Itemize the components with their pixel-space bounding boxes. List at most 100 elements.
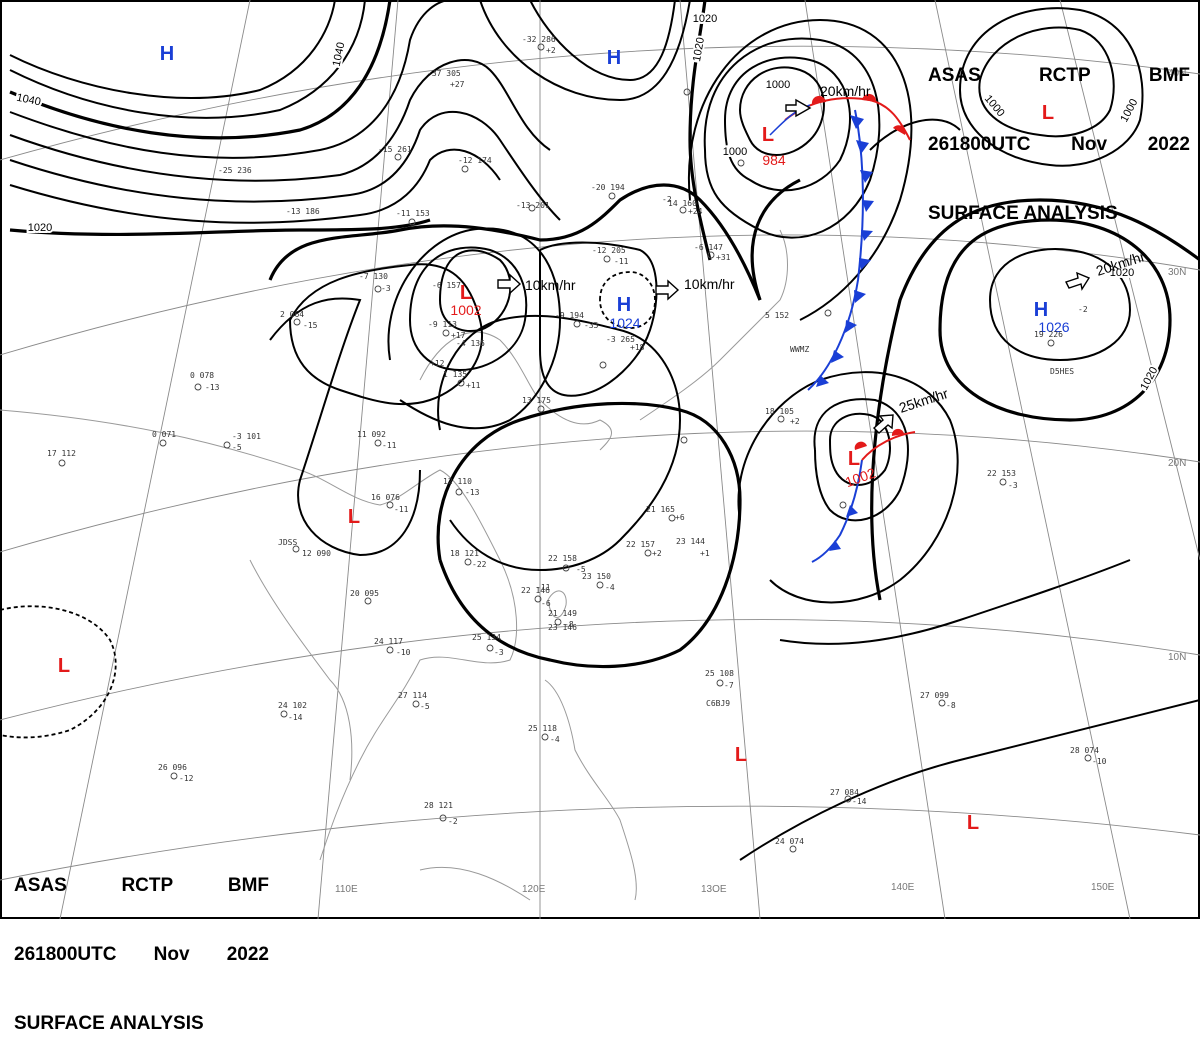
isobar [436,401,742,669]
station-text: 28 074 [1070,746,1099,755]
station-circle [1047,339,1055,347]
coast-yellowsea [539,399,612,451]
station-text: 5 152 [765,311,789,320]
header-bottom-left: ASAS RCTP BMF 261800UTC Nov 2022 SURFACE… [14,828,269,1058]
low-center: L [762,124,774,146]
isobar [9,0,366,119]
isobar [9,148,501,224]
station-circle [159,439,167,447]
station-text: 21 149 [548,609,577,618]
station-text: -9 194 [555,311,584,320]
motion-arrow [1065,271,1091,291]
low-center: L [848,448,860,470]
station-text: 0 078 [190,371,214,380]
isobar [9,59,551,182]
station-circle [562,564,570,572]
isobar [479,0,691,102]
header-code: BMF [227,875,269,896]
parallel-30n [0,234,1200,356]
station-texts: -32 286 +2 -37 305 +27 -15 261 -25 236 -… [47,35,1107,846]
header-line-2: 261800UTC Nov 2022 [928,133,1190,156]
station-circle [223,441,231,449]
header-line-1: ASAS RCTP BMF [14,874,269,897]
station-text: -2 [1078,305,1088,314]
station-text: +31 [716,253,731,262]
station-circle [599,361,607,369]
station-text: 14 160 [668,199,697,208]
isobar [779,559,1131,645]
station-text: +2 [546,46,556,55]
station-text: -2 [662,195,672,204]
header-line-2: 261800UTC Nov 2022 [14,943,269,966]
isobar [870,198,1200,601]
station-text: +12 [430,359,445,368]
isobar [9,0,336,99]
station-circle [293,318,301,326]
lat-label: 20N [1168,458,1186,469]
warm-front-bump [854,441,867,450]
high-center: H [1034,299,1048,321]
station-text: 16 076 [371,493,400,502]
station-text: 26 096 [158,763,187,772]
station-text: 24 074 [775,837,804,846]
isobar [978,26,1115,138]
isobar-label: 1020 [1110,267,1134,279]
motion-label: 10km/hr [684,276,735,292]
warm-front-bump [891,428,904,436]
station-text: -7 130 [359,272,388,281]
station-text: 23 144 [676,537,705,546]
cold-front-barb [862,200,874,212]
pressure-centers: H H L L 984 L 1002 H 1024 H 1026 L 1002 … [58,43,1070,834]
grid-labels: 110E 120E 13OE 140E 150E 40N 30N 20N 10N [335,68,1186,895]
coast-philippines [544,679,637,901]
station-text: +2 [652,549,662,558]
low-center: L [735,744,747,766]
lat-label: 30N [1168,267,1186,278]
station-text: -6 [541,599,551,608]
coast-indochina [249,559,353,781]
header-month: Nov [153,944,190,965]
low-center-pressure: 984 [762,152,786,168]
station-text: 18 105 [765,407,794,416]
coast-japan [639,229,788,421]
cold-front-barb [845,320,857,333]
low-center: L [1042,102,1054,124]
isobar [538,241,658,397]
station-text: 0 071 [152,430,176,439]
header-agency: ASAS [14,875,67,896]
cold-front-barb [831,350,844,363]
high-center: H [607,47,621,69]
low-center: L [967,812,979,834]
station-text: 23 146 [548,623,577,632]
station-text: 25 118 [528,724,557,733]
station-text: -2 [448,817,458,826]
station-circle [573,320,581,328]
dashed-isobar [599,271,656,329]
station-circle [541,733,549,741]
station-text: 2 064 [280,310,304,319]
station-text: 12 090 [302,549,331,558]
station-text: -9 113 [428,320,457,329]
isobar-label: 1020 [28,222,52,234]
station-text: 23 150 [582,572,611,581]
station-circle [789,845,797,853]
isobar [529,0,676,82]
station-text: -8 [564,620,574,629]
station-circle [386,646,394,654]
station-text: -14 [852,797,867,806]
meridian-100e [59,0,251,919]
header-title: SURFACE ANALYSIS [928,203,1118,224]
header-top-right: ASAS RCTP BMF 261800UTC Nov 2022 SURFACE… [928,18,1190,248]
isobar [869,118,961,151]
station-circle [679,206,687,214]
header-station: RCTP [1038,65,1091,86]
station-text: -5 [576,565,586,574]
station-text: -3 265 [606,335,635,344]
lon-label: 13OE [701,884,727,895]
station-text: C6BJ9 [706,699,730,708]
header-title: SURFACE ANALYSIS [14,1013,204,1034]
station-text: -13 201 [516,201,550,210]
cold-front-barb [860,170,873,183]
station-text: -11 [394,505,409,514]
motion-arrow [497,273,522,295]
